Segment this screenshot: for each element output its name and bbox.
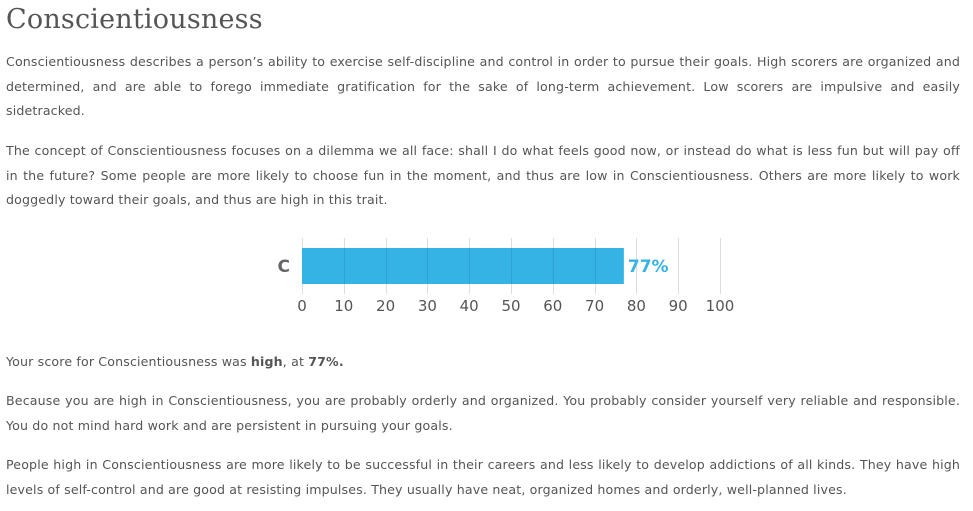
tick-label: 0 (297, 297, 307, 315)
concept-paragraph: The concept of Conscientiousness focuses… (6, 143, 960, 207)
high-score-paragraph: Because you are high in Conscientiousnes… (6, 393, 960, 433)
tick-label: 90 (669, 297, 688, 315)
tick-label: 100 (706, 297, 735, 315)
value-label: 77% (628, 257, 669, 277)
score-bar-chart: C 77% 0 10 20 30 40 50 60 70 80 90 100 (0, 232, 973, 322)
tick-label: 60 (543, 297, 562, 315)
category-label: C (278, 257, 290, 277)
tick-label: 80 (627, 297, 646, 315)
score-middle: , at (282, 354, 309, 369)
tick-label: 20 (376, 297, 395, 315)
tick-label: 10 (334, 297, 353, 315)
outcomes-paragraph: People high in Conscientiousness are mor… (6, 457, 960, 497)
tick-label: 30 (418, 297, 437, 315)
score-prefix: Your score for Conscientiousness was (6, 354, 251, 369)
score-value: 77%. (308, 354, 344, 369)
tick-label: 70 (585, 297, 604, 315)
description-paragraph: Conscientiousness describes a person’s a… (6, 54, 960, 118)
tick-label: 40 (460, 297, 479, 315)
page-title: Conscientiousness (6, 4, 263, 35)
score-sentence: Your score for Conscientiousness was hig… (6, 350, 960, 375)
bar (302, 248, 624, 284)
score-level: high (250, 354, 283, 369)
tick-label: 50 (501, 297, 520, 315)
chart-svg: C 77% 0 10 20 30 40 50 60 70 80 90 100 (278, 238, 735, 315)
